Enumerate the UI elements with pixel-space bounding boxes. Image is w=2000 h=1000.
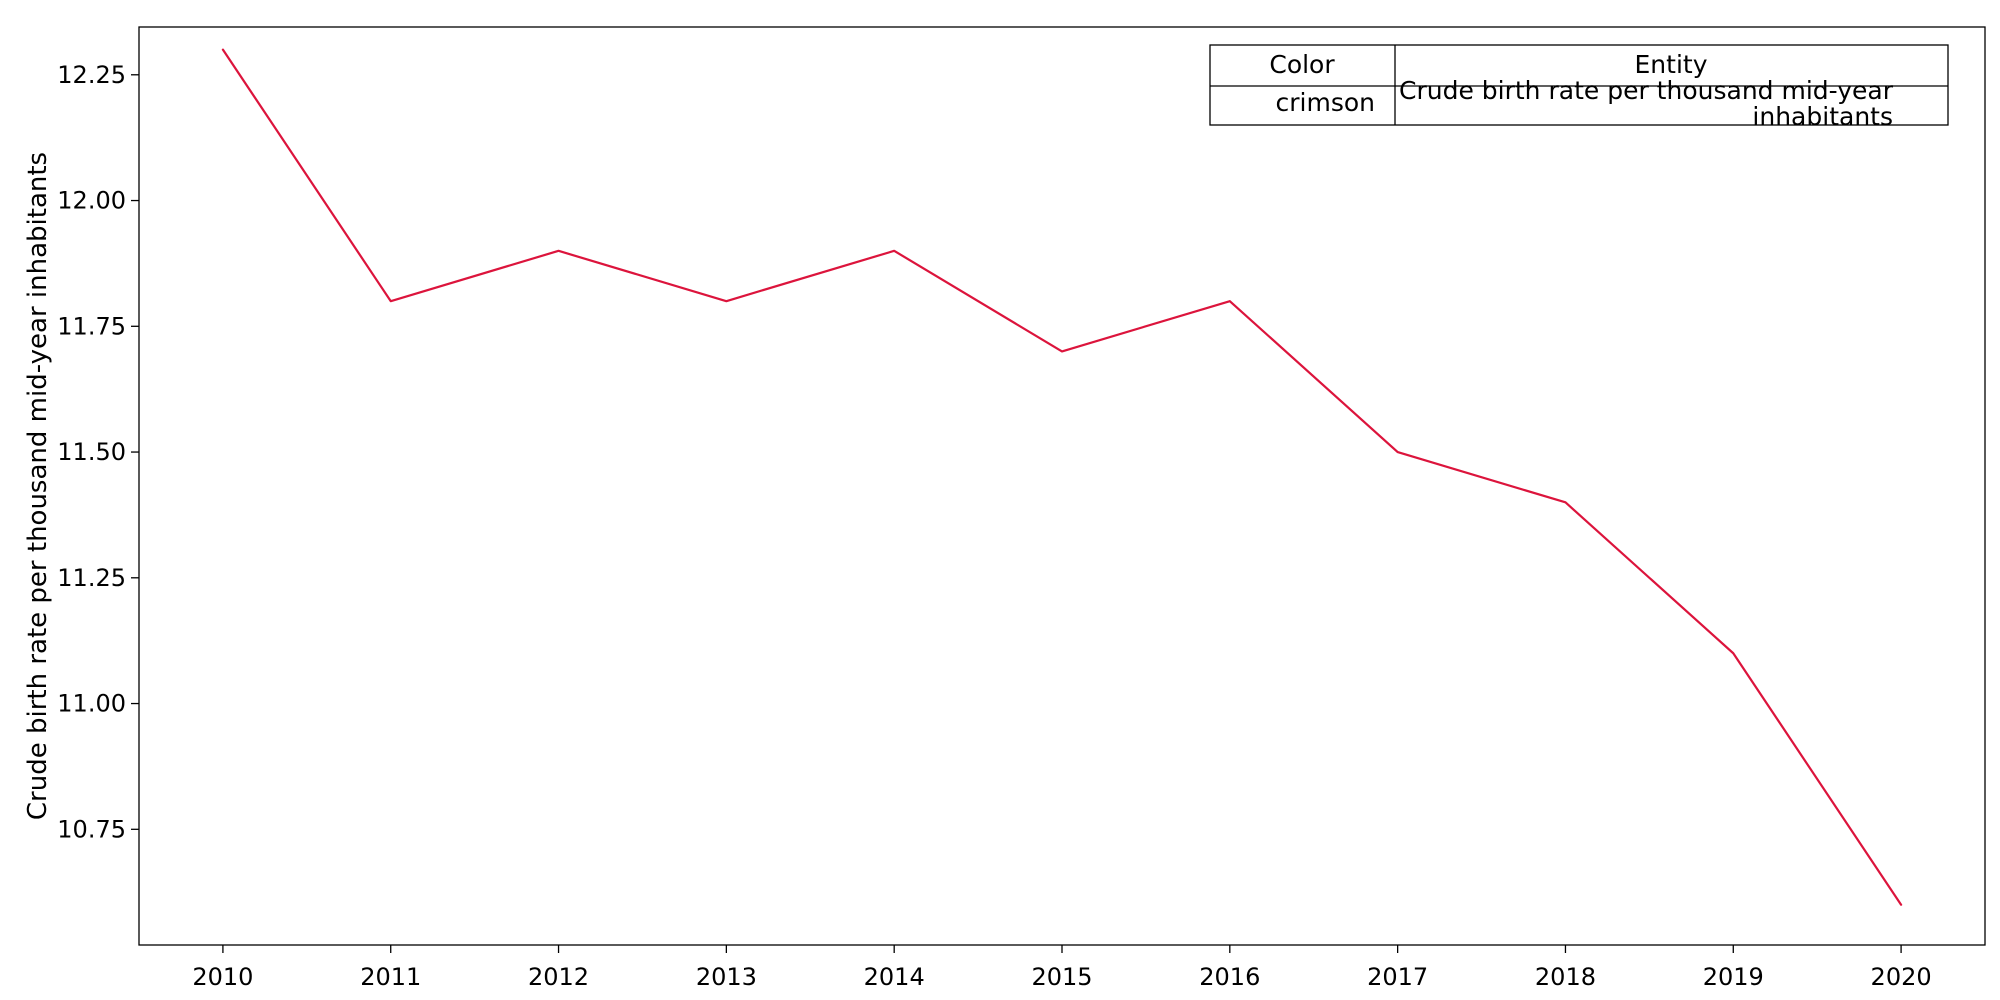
legend-row-entity-line1: Crude birth rate per thousand mid-year (1399, 76, 1894, 105)
x-tick-label: 2020 (1871, 963, 1932, 991)
x-tick-label: 2014 (864, 963, 925, 991)
legend-row-color-name: crimson (1276, 88, 1376, 117)
x-tick-label: 2011 (360, 963, 421, 991)
y-tick-label: 11.00 (57, 690, 126, 718)
x-tick-label: 2010 (192, 963, 253, 991)
legend-table: Color Entity crimson Crude birth rate pe… (1209, 44, 1949, 131)
y-tick-label: 10.75 (57, 815, 126, 843)
legend-table-border (1209, 44, 1949, 126)
x-tick-label: 2012 (528, 963, 589, 991)
series-layer (221, 48, 1903, 906)
series-line (221, 48, 1903, 906)
y-tick-label: 12.25 (57, 61, 126, 89)
legend-row-entity-line2: inhabitants (1752, 102, 1893, 131)
x-axis-ticks: 2010 2011 2012 2013 2014 2015 2016 2017 2018 2019… (192, 945, 1932, 991)
y-tick-label: 11.25 (57, 564, 126, 592)
x-tick-label: 2016 (1199, 963, 1260, 991)
legend-header-color: Color (1269, 50, 1335, 79)
y-axis-title: Crude birth rate per thousand mid-year i… (23, 152, 53, 820)
legend-header-entity: Entity (1635, 50, 1708, 79)
x-tick-label: 2013 (696, 963, 757, 991)
plot-frame (138, 26, 1986, 946)
x-tick-label: 2019 (1703, 963, 1764, 991)
x-tick-label: 2015 (1031, 963, 1092, 991)
y-tick-label: 12.00 (57, 187, 126, 215)
x-tick-label: 2018 (1535, 963, 1596, 991)
x-tick-label: 2017 (1367, 963, 1428, 991)
y-axis-ticks: 10.75 11.00 11.25 11.50 11.75 12.00 12.25 (57, 61, 139, 843)
y-tick-label: 11.75 (57, 312, 126, 340)
y-tick-label: 11.50 (57, 438, 126, 466)
